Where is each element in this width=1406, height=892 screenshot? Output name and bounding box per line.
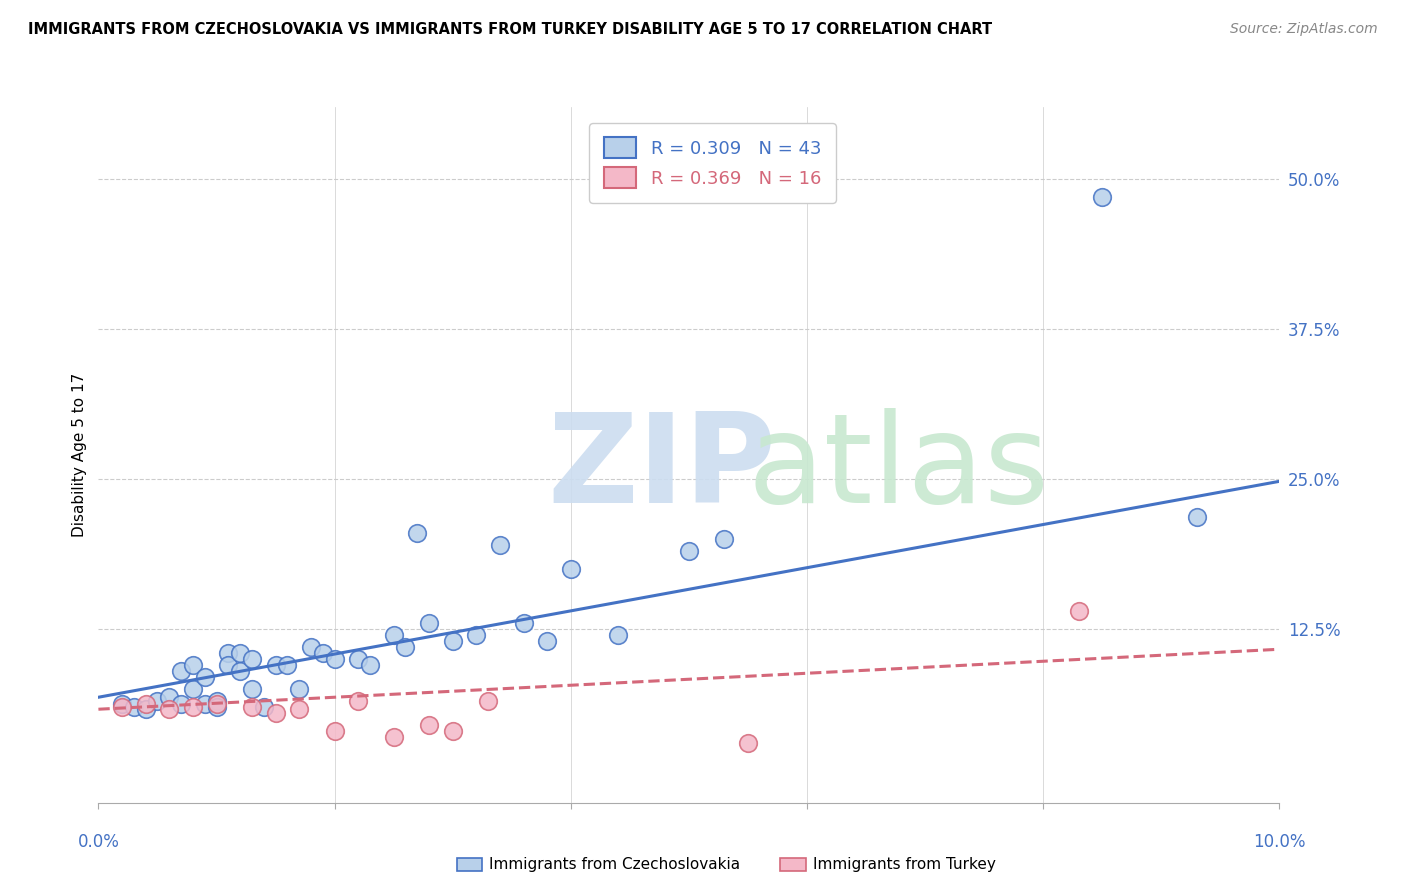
Point — [146, 694, 169, 708]
Text: Immigrants from Czechoslovakia: Immigrants from Czechoslovakia — [489, 857, 741, 871]
Point — [678, 544, 700, 558]
Point — [181, 681, 204, 696]
Point — [359, 657, 381, 672]
Point — [382, 628, 405, 642]
Point — [1185, 510, 1208, 524]
Point — [217, 646, 239, 660]
Point — [477, 694, 499, 708]
Point — [512, 615, 534, 630]
Point — [288, 702, 311, 716]
Point — [229, 664, 252, 678]
Point — [489, 538, 512, 552]
Y-axis label: Disability Age 5 to 17: Disability Age 5 to 17 — [72, 373, 87, 537]
Point — [135, 698, 157, 712]
Point — [111, 699, 134, 714]
Point — [157, 690, 180, 705]
Point — [264, 657, 287, 672]
Point — [135, 702, 157, 716]
Point — [205, 699, 228, 714]
Text: IMMIGRANTS FROM CZECHOSLOVAKIA VS IMMIGRANTS FROM TURKEY DISABILITY AGE 5 TO 17 : IMMIGRANTS FROM CZECHOSLOVAKIA VS IMMIGR… — [28, 22, 993, 37]
Point — [406, 525, 429, 540]
Point — [465, 628, 488, 642]
Point — [394, 640, 416, 654]
Point — [240, 652, 263, 666]
Point — [170, 664, 193, 678]
Point — [111, 698, 134, 712]
Point — [157, 702, 180, 716]
Point — [323, 723, 346, 738]
Point — [170, 698, 193, 712]
Point — [181, 699, 204, 714]
Point — [347, 694, 370, 708]
Legend: R = 0.309   N = 43, R = 0.369   N = 16: R = 0.309 N = 43, R = 0.369 N = 16 — [589, 123, 835, 202]
Point — [536, 633, 558, 648]
Point — [1067, 604, 1090, 618]
Point — [441, 723, 464, 738]
Point — [276, 657, 298, 672]
Point — [253, 699, 276, 714]
Point — [122, 699, 145, 714]
Point — [418, 615, 440, 630]
Point — [347, 652, 370, 666]
Point — [418, 718, 440, 732]
Text: Immigrants from Turkey: Immigrants from Turkey — [813, 857, 995, 871]
Text: Source: ZipAtlas.com: Source: ZipAtlas.com — [1230, 22, 1378, 37]
Bar — [780, 858, 806, 871]
Point — [240, 699, 263, 714]
Point — [229, 646, 252, 660]
Point — [312, 646, 335, 660]
Point — [441, 633, 464, 648]
Point — [264, 706, 287, 720]
Point — [299, 640, 322, 654]
Point — [240, 681, 263, 696]
Text: atlas: atlas — [748, 409, 1050, 529]
Point — [1091, 190, 1114, 204]
Point — [194, 698, 217, 712]
Point — [607, 628, 630, 642]
Bar — [457, 858, 482, 871]
Point — [323, 652, 346, 666]
Point — [737, 736, 759, 750]
Text: 10.0%: 10.0% — [1253, 833, 1306, 851]
Point — [205, 698, 228, 712]
Point — [713, 532, 735, 546]
Point — [194, 670, 217, 684]
Point — [181, 657, 204, 672]
Point — [205, 694, 228, 708]
Text: 0.0%: 0.0% — [77, 833, 120, 851]
Point — [560, 562, 582, 576]
Point — [217, 657, 239, 672]
Point — [382, 730, 405, 744]
Text: ZIP: ZIP — [547, 409, 776, 529]
Point — [288, 681, 311, 696]
